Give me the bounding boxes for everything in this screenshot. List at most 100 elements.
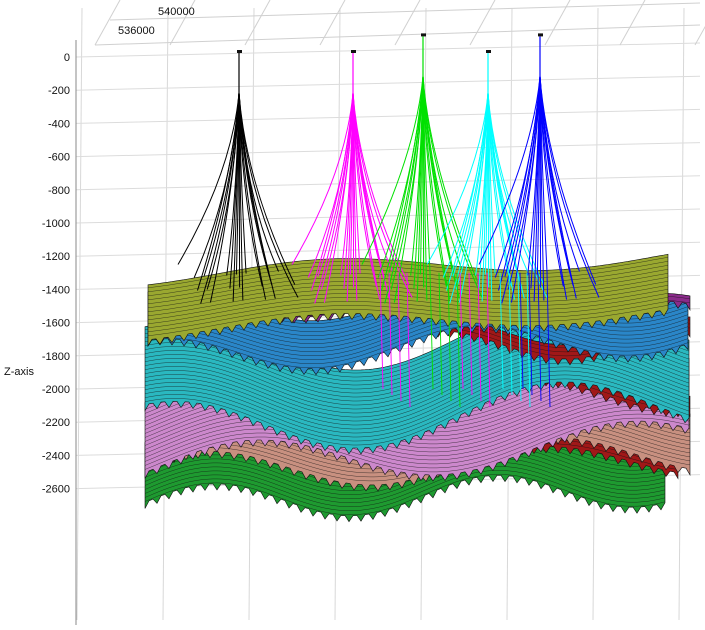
surface-teal-contour: [144, 358, 690, 426]
well-path: [238, 92, 299, 298]
grid-line: [75, 108, 701, 124]
z-tick-label: -2000: [42, 384, 70, 396]
well-cluster: [426, 50, 548, 304]
z-tick-label: -1600: [42, 318, 70, 330]
z-tick-label: -2600: [42, 484, 70, 496]
grid-line: [619, 0, 646, 46]
deep-well-path: [546, 272, 551, 408]
surface-blue-contour: [147, 316, 689, 360]
well-cluster: [361, 33, 483, 304]
deep-well-path: [429, 272, 434, 390]
grid-line: [109, 2, 701, 21]
deep-well-path: [526, 272, 531, 408]
deep-well-path: [508, 272, 513, 396]
grid-line: [75, 75, 701, 91]
well-path: [209, 92, 240, 303]
well-path: [445, 92, 489, 291]
well-path: [238, 92, 296, 285]
surface-teal-contour: [144, 350, 690, 418]
z-tick-label: -1000: [42, 218, 70, 230]
deep-well-path: [397, 272, 402, 402]
deep-well-path: [519, 272, 524, 390]
grid-line: [469, 0, 496, 46]
surface-teal-contour: [144, 366, 690, 434]
well-path: [478, 76, 541, 265]
surface-blue-contour: [147, 324, 689, 368]
surface-teal-contour: [144, 378, 690, 446]
surface-olive-top-contour: [147, 288, 669, 321]
well-path: [539, 76, 574, 286]
surface-olive-top-contour: [147, 276, 669, 309]
deep-well-path: [459, 272, 464, 390]
surface-violet-contour: [144, 405, 690, 461]
well-path: [361, 76, 424, 265]
well-path: [422, 76, 483, 298]
surface-olive-top-contour: [147, 264, 669, 297]
well-path: [196, 92, 240, 291]
z-tick-label: -200: [48, 85, 70, 97]
z-tick-label: -1400: [42, 284, 70, 296]
z-axis-title: Z-axis: [4, 366, 34, 378]
surface-blue-contour: [147, 312, 689, 356]
deep-well-path: [537, 272, 542, 402]
surface-blue-contour: [147, 304, 689, 348]
deep-well-path: [477, 272, 482, 402]
grid-line: [94, 24, 701, 46]
z-tick-label: -2400: [42, 450, 70, 462]
deep-well-path: [438, 272, 443, 396]
grid-line: [319, 0, 346, 46]
surface-deep-green-contour: [144, 470, 666, 511]
surface-olive-top-contour: [147, 268, 669, 301]
grid-line: [75, 175, 701, 191]
z-tick-label: -2200: [42, 417, 70, 429]
z-tick-label: -400: [48, 118, 70, 130]
surface-violet-contour: [144, 417, 690, 473]
surface-violet-contour: [144, 409, 690, 465]
well-path: [510, 76, 541, 303]
well-path: [291, 92, 354, 265]
well-path: [323, 92, 354, 303]
deep-well-path: [499, 272, 504, 390]
well-path: [352, 92, 410, 285]
z-tick-label: -1200: [42, 251, 70, 263]
grid-line: [75, 208, 701, 224]
surface-violet-contour: [144, 397, 690, 453]
surface-deep-green-contour: [144, 466, 666, 507]
surface-olive-top-contour: [147, 280, 669, 313]
surface-deep-green-contour: [144, 474, 666, 515]
grid-line: [76, 7, 83, 621]
well-head-marker: [351, 50, 356, 53]
z-tick-label: -600: [48, 152, 70, 164]
well-cluster: [478, 33, 600, 304]
deep-well-path: [447, 272, 452, 402]
well-path: [539, 76, 600, 298]
deep-well-path: [388, 272, 393, 396]
well-trajectories: [177, 33, 600, 408]
surface-teal-contour: [144, 370, 690, 438]
deep-well-path: [468, 272, 473, 396]
well-path: [458, 92, 489, 303]
deep-well-path: [406, 272, 411, 408]
grid-line: [75, 142, 701, 158]
surface-blue-contour: [147, 308, 689, 352]
surface-violet-contour: [144, 393, 690, 449]
x-tick-label: 540000: [158, 6, 195, 18]
surface-violet-contour: [144, 401, 690, 457]
grid-line: [694, 25, 705, 46]
surface-blue-contour: [147, 320, 689, 364]
well-head-marker: [237, 50, 242, 53]
surface-olive-top-contour: [147, 284, 669, 317]
surface-teal-contour: [144, 374, 690, 442]
axis-labels: Z-axis 0 -200 -400 -600 -800 -1000 -1200 -1400 -…: [4, 6, 195, 496]
surface-teal-contour: [144, 362, 690, 430]
z-tick-label: -800: [48, 185, 70, 197]
surface-violet-contour: [144, 413, 690, 469]
z-tick-label: 0: [64, 52, 70, 64]
deep-well-path: [517, 272, 522, 402]
well-head-marker: [486, 50, 491, 53]
deep-well-path: [379, 272, 384, 390]
grid-line: [244, 0, 271, 46]
well-path: [539, 76, 577, 299]
deep-well-path: [528, 272, 533, 396]
